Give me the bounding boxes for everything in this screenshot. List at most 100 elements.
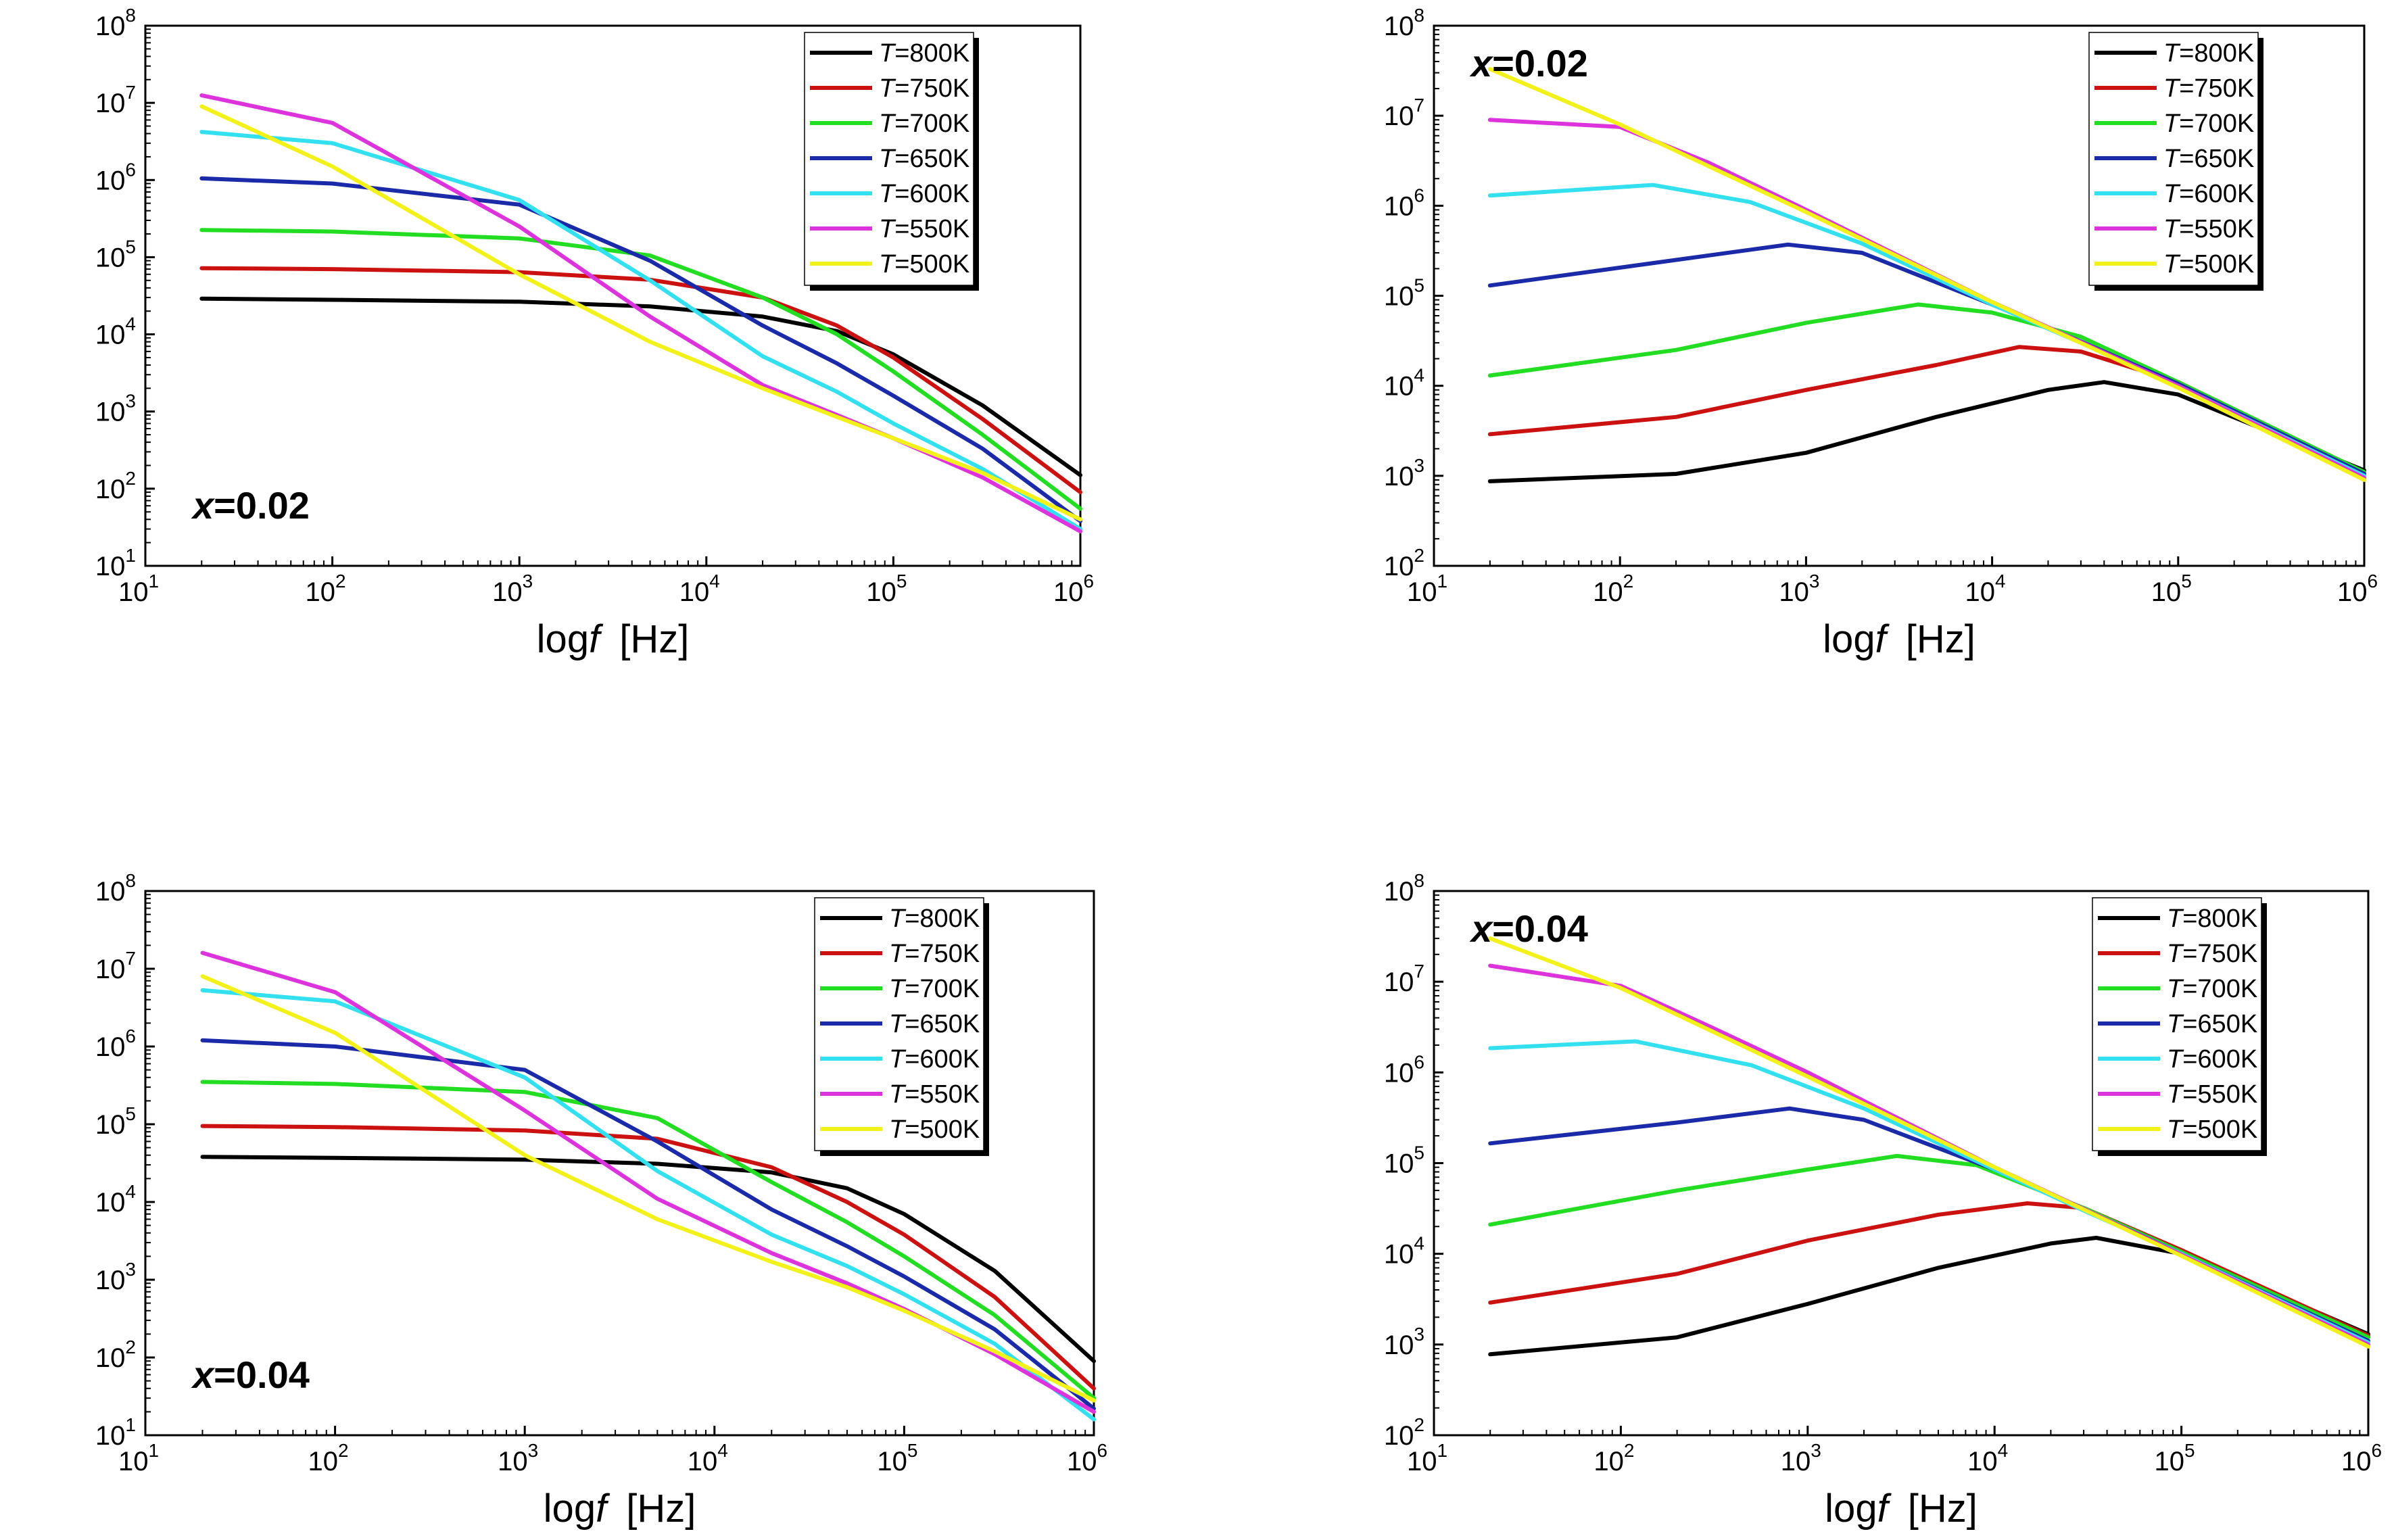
x-tick-label: 106 [2341, 1440, 2382, 1476]
legend-equals: = [894, 110, 909, 138]
legend-temperature: 700K [919, 975, 980, 1003]
y-tick-label: 106 [95, 159, 136, 195]
legend-temperature: 650K [2197, 1010, 2257, 1038]
y-tick-label: 102 [95, 468, 136, 504]
plot-frame [144, 890, 1095, 1437]
y-tick-label: 107 [1384, 961, 1424, 997]
y-tick-base: 10 [1384, 552, 1414, 581]
x-tick-label: 103 [498, 1440, 538, 1476]
legend-variable: T [2163, 74, 2181, 103]
legend-entry: T=800K [889, 905, 980, 933]
x-tick-base: 10 [492, 577, 523, 607]
x-tick-label: 101 [1407, 571, 1447, 607]
y-tick-exponent: 8 [1414, 870, 1424, 891]
x-tick-base: 10 [1407, 1447, 1437, 1476]
x-tick-exponent: 1 [1437, 1440, 1447, 1461]
y-tick-base: 10 [1384, 191, 1414, 221]
y-tick-label: 105 [1384, 275, 1424, 312]
legend-temperature: 500K [2194, 250, 2254, 279]
x-tick-exponent: 3 [528, 1440, 539, 1461]
y-tick-label: 104 [1384, 1233, 1424, 1270]
legend-temperature: 550K [2197, 1080, 2257, 1109]
legend-temperature: 550K [909, 215, 969, 243]
legend-entry: T=500K [879, 250, 969, 279]
series-line-650K [199, 176, 1082, 523]
y-tick-exponent: 7 [125, 948, 136, 969]
y-tick-label: 104 [1384, 365, 1424, 402]
legend-entry: T=750K [879, 74, 969, 103]
x-tick-label: 102 [1593, 571, 1633, 607]
legend-variable: T [879, 145, 896, 173]
legend-entry: T=650K [889, 1010, 980, 1038]
x-tick-label: 103 [492, 571, 533, 607]
legend-temperature: 700K [2197, 975, 2257, 1003]
x-tick-base: 10 [1407, 577, 1437, 607]
x-tick-label: 103 [1779, 571, 1819, 607]
annotation-variable: x [1469, 42, 1494, 85]
y-tick-label: 102 [1384, 1414, 1424, 1451]
legend-temperature: 550K [2194, 215, 2254, 243]
legend-entry: T=700K [879, 110, 969, 138]
chart-panel-bottom-right: 101 102 103 104 105 106102103104105106107108l… [1384, 870, 2382, 1531]
y-tick-exponent: 6 [125, 159, 136, 180]
y-tick-exponent: 6 [1414, 185, 1424, 206]
legend-temperature: 800K [919, 905, 980, 933]
x-axis-label-main: log [1825, 1487, 1877, 1531]
legend-variable: T [2167, 940, 2184, 968]
y-tick-exponent: 2 [1414, 545, 1424, 566]
x-tick-label: 104 [1965, 571, 2006, 607]
y-tick-base: 10 [95, 1421, 126, 1451]
x-tick-base: 10 [118, 1447, 149, 1476]
legend-equals: = [2182, 975, 2197, 1003]
y-tick-exponent: 2 [1414, 1414, 1424, 1435]
composition-annotation: x=0.02 [191, 484, 310, 527]
legend-equals: = [2179, 39, 2194, 68]
series-line-650K [200, 1038, 1096, 1411]
x-tick-base: 10 [1053, 577, 1084, 607]
x-tick-base: 10 [1781, 1447, 1811, 1476]
y-tick-label: 107 [95, 948, 136, 984]
legend-entry: T=650K [879, 145, 969, 173]
x-tick-label: 104 [1967, 1440, 2008, 1476]
legend-variable: T [2167, 1010, 2184, 1038]
x-tick-label: 104 [688, 1440, 728, 1476]
legend-temperature: 650K [909, 145, 969, 173]
legend-equals: = [2182, 1010, 2197, 1038]
series-line-750K [200, 1124, 1096, 1391]
legend-equals: = [2182, 940, 2197, 968]
x-tick-exponent: 3 [523, 571, 533, 592]
y-tick-label: 108 [1384, 870, 1424, 907]
y-tick-exponent: 4 [125, 314, 136, 335]
legend-variable: T [889, 1115, 907, 1144]
x-tick-label: 105 [2151, 571, 2192, 607]
y-tick-base: 10 [95, 398, 126, 427]
y-tick-base: 10 [95, 166, 126, 195]
legend-equals: = [905, 1115, 919, 1144]
legend-entry: T=600K [889, 1045, 980, 1074]
series-line-700K [1488, 1153, 2370, 1340]
x-axis-label-main: log [537, 617, 589, 661]
legend-entry: T=750K [889, 940, 980, 968]
chart-panel-top-left: 101 102 103 104 105 1061011021031041051061071… [95, 5, 1094, 661]
legend-temperature: 550K [919, 1080, 980, 1109]
x-axis-label-unit: [Hz] [626, 1487, 696, 1531]
y-tick-exponent: 8 [1414, 5, 1424, 26]
legend-temperature: 700K [909, 110, 969, 138]
x-tick-label: 105 [877, 1440, 917, 1476]
legend-variable: T [2163, 180, 2181, 208]
x-tick-base: 10 [1067, 1447, 1097, 1476]
y-tick-label: 106 [1384, 185, 1424, 221]
y-tick-base: 10 [95, 1188, 126, 1218]
legend-entry: T=800K [2163, 39, 2254, 68]
y-tick-base: 10 [95, 475, 126, 504]
legend-entry: T=800K [2167, 905, 2257, 933]
legend-entry: T=650K [2163, 145, 2254, 173]
legend-variable: T [2163, 215, 2181, 243]
y-tick-exponent: 7 [1414, 95, 1424, 116]
y-tick-label: 108 [1384, 5, 1424, 41]
legend: T=800KT=750KT=700KT=650KT=600KT=550KT=50… [2092, 897, 2267, 1156]
legend-variable: T [879, 250, 896, 279]
legend-entry: T=550K [889, 1080, 980, 1109]
y-tick-exponent: 6 [1414, 1051, 1424, 1072]
x-tick-exponent: 2 [1624, 1440, 1635, 1461]
